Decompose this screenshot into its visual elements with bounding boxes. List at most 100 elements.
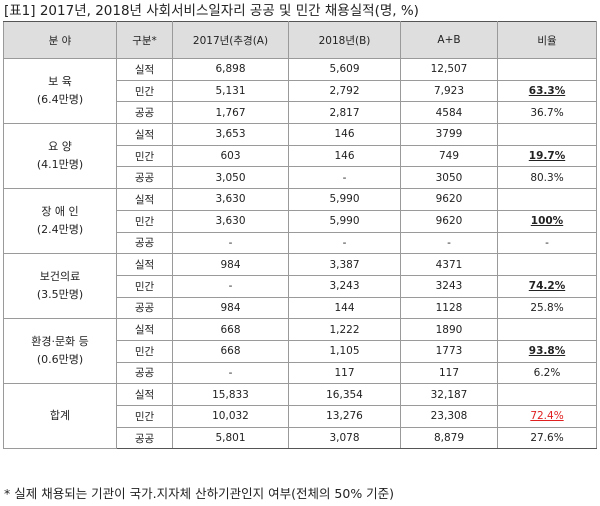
category-name: 보건의료 bbox=[39, 270, 81, 284]
ratio-value: - bbox=[545, 236, 549, 249]
category-capacity: (2.4만명) bbox=[36, 223, 84, 237]
value-cell: 984 bbox=[172, 253, 289, 276]
type-value: 민간 bbox=[134, 85, 155, 98]
value-cell: 15,833 bbox=[172, 383, 289, 406]
type-cell: 실적 bbox=[116, 318, 173, 341]
category-name: 보 육 bbox=[48, 75, 72, 89]
table-row: 공공 - 117 117 6.2% bbox=[4, 361, 597, 385]
table-row: 공공 984 144 1128 25.8% bbox=[4, 296, 597, 320]
value-cell: 3799 bbox=[400, 123, 498, 146]
category-name: 요 양 bbox=[48, 140, 72, 154]
value-cell: 3,387 bbox=[288, 253, 401, 276]
y2018-value: 1,222 bbox=[329, 323, 360, 336]
y2018-value: 144 bbox=[334, 301, 355, 314]
type-cell: 공공 bbox=[116, 426, 173, 450]
category-cell: 보 육 (6.4만명) bbox=[3, 57, 117, 125]
value-cell: 5,990 bbox=[288, 209, 401, 233]
type-cell: 민간 bbox=[116, 144, 173, 168]
value-cell: 146 bbox=[288, 144, 401, 168]
type-cell: 실적 bbox=[116, 188, 173, 211]
table-row: 환경·문화 등 (0.6만명) 실적 668 1,222 1890 bbox=[3, 318, 597, 385]
sum-value: 8,879 bbox=[433, 432, 465, 445]
y2017-value: 15,833 bbox=[212, 388, 249, 401]
y2017-value: 984 bbox=[220, 258, 241, 271]
sum-value: 32,187 bbox=[430, 388, 468, 401]
ratio-cell: 100% bbox=[497, 209, 597, 233]
value-cell: 3,630 bbox=[172, 209, 289, 233]
value-cell: - bbox=[288, 231, 401, 255]
y2017-value: 603 bbox=[220, 150, 241, 163]
y2018-value: 5,609 bbox=[329, 63, 360, 76]
y2017-value: 1,767 bbox=[215, 106, 246, 119]
sum-value: 1773 bbox=[435, 345, 463, 358]
type-value: 실적 bbox=[134, 259, 155, 272]
value-cell: 2,792 bbox=[288, 79, 401, 103]
y2017-value: - bbox=[228, 280, 233, 293]
category-cell: 요 양 (4.1만명) bbox=[3, 123, 117, 190]
type-value: 공공 bbox=[134, 237, 155, 250]
value-cell: 668 bbox=[172, 318, 289, 341]
value-cell: 16,354 bbox=[288, 383, 401, 406]
header-cell: 2017년(추경(A) bbox=[172, 21, 289, 59]
ratio-cell: 93.8% bbox=[497, 339, 597, 363]
table-row: 민간 668 1,105 1773 93.8% bbox=[4, 339, 597, 363]
y2018-value: 1,105 bbox=[329, 345, 360, 358]
category-name: 합계 bbox=[49, 409, 71, 423]
value-cell: - bbox=[172, 274, 289, 298]
table-row: 공공 5,801 3,078 8,879 27.6% bbox=[4, 426, 597, 450]
value-cell: 144 bbox=[288, 296, 401, 320]
table-row: 공공 3,050 - 3050 80.3% bbox=[4, 166, 597, 190]
ratio-value: 63.3% bbox=[528, 85, 566, 98]
ratio-cell bbox=[497, 188, 597, 211]
value-cell: - bbox=[400, 231, 498, 255]
table-body: 보 육 (6.4만명) 실적 6,898 5,609 12,507 민간 5,131 2,792… bbox=[3, 57, 597, 450]
y2017-value: 3,653 bbox=[215, 128, 246, 141]
category-cell: 보건의료 (3.5만명) bbox=[3, 253, 117, 320]
type-cell: 공공 bbox=[116, 296, 173, 320]
ratio-cell bbox=[497, 318, 597, 341]
y2018-value: 5,990 bbox=[329, 193, 360, 206]
category-cell: 합계 bbox=[3, 383, 117, 450]
sum-value: 23,308 bbox=[430, 410, 468, 423]
y2018-value: - bbox=[342, 236, 347, 249]
ratio-value: 19.7% bbox=[528, 150, 566, 163]
value-cell: 9620 bbox=[400, 188, 498, 211]
table-row: 보건의료 (3.5만명) 실적 984 3,387 4371 bbox=[3, 253, 597, 320]
value-cell: 3,050 bbox=[172, 166, 289, 190]
ratio-cell: 74.2% bbox=[497, 274, 597, 298]
value-cell: 1,222 bbox=[288, 318, 401, 341]
type-value: 실적 bbox=[134, 128, 155, 141]
y2018-value: 117 bbox=[334, 366, 355, 379]
sum-value: 4371 bbox=[435, 258, 463, 271]
ratio-cell: 6.2% bbox=[497, 361, 597, 385]
value-cell: 3,243 bbox=[288, 274, 401, 298]
ratio-value: 100% bbox=[530, 215, 564, 228]
ratio-cell: 25.8% bbox=[497, 296, 597, 320]
table-row: 공공 - - - - bbox=[4, 231, 597, 255]
y2018-value: 3,078 bbox=[329, 432, 360, 445]
y2018-value: 2,792 bbox=[329, 85, 360, 98]
category-capacity: (3.5만명) bbox=[36, 288, 84, 302]
y2018-value: 2,817 bbox=[329, 106, 360, 119]
value-cell: 1773 bbox=[400, 339, 498, 363]
sum-value: 3799 bbox=[435, 128, 463, 141]
type-cell: 공공 bbox=[116, 166, 173, 190]
value-cell: 3243 bbox=[400, 274, 498, 298]
y2018-value: 3,243 bbox=[329, 280, 360, 293]
value-cell: 3,653 bbox=[172, 123, 289, 146]
ratio-value: 72.4% bbox=[530, 410, 564, 423]
ratio-value: 36.7% bbox=[530, 106, 564, 119]
y2017-value: 10,032 bbox=[212, 410, 249, 423]
ratio-value: 80.3% bbox=[530, 171, 564, 184]
value-cell: 3,078 bbox=[288, 426, 401, 450]
type-cell: 민간 bbox=[116, 209, 173, 233]
value-cell: 146 bbox=[288, 123, 401, 146]
type-cell: 민간 bbox=[116, 405, 173, 428]
value-cell: - bbox=[288, 166, 401, 190]
type-value: 실적 bbox=[134, 389, 155, 402]
ratio-cell bbox=[497, 123, 597, 146]
type-cell: 공공 bbox=[116, 101, 173, 125]
sum-value: 9620 bbox=[435, 193, 463, 206]
value-cell: 4584 bbox=[400, 101, 498, 125]
y2017-value: 668 bbox=[220, 345, 241, 358]
